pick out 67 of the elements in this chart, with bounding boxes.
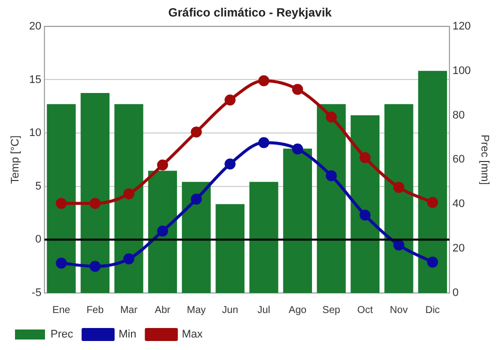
bar [418, 70, 447, 293]
y-tick-label: 5 [35, 180, 42, 192]
point [123, 188, 134, 200]
bar [46, 104, 76, 293]
point [56, 198, 67, 209]
y2-tick-label: 0 [452, 287, 459, 300]
y2-tick-label: 40 [452, 198, 465, 210]
y2-tick-label: 120 [452, 20, 471, 32]
chart-title: Gráfico climático - Reykjavik [168, 6, 332, 20]
y-tick-label: 0 [35, 234, 42, 246]
point [224, 158, 236, 170]
legend-label: Max [182, 328, 204, 341]
point [258, 137, 270, 148]
point [326, 170, 337, 182]
bar [249, 182, 278, 293]
point [123, 253, 134, 264]
x-tick-label: May [186, 304, 206, 316]
point [393, 182, 404, 193]
point [360, 152, 371, 164]
y-tick-label: 20 [29, 20, 42, 32]
point [90, 198, 101, 209]
x-tick-label: Oct [357, 304, 374, 316]
point [157, 226, 168, 237]
y2-tick-label: 20 [452, 242, 465, 255]
x-tick-label: Jul [257, 304, 270, 316]
point [190, 194, 202, 205]
point [292, 84, 304, 95]
y-tick-label: 15 [29, 74, 42, 86]
x-tick-label: Ene [52, 304, 71, 316]
x-tick-label: Ago [288, 304, 307, 316]
point [393, 240, 404, 251]
point [292, 144, 304, 155]
point [157, 160, 168, 171]
y2-tick-label: 100 [452, 64, 471, 77]
x-tick-label: Sep [322, 304, 341, 316]
point [427, 196, 438, 208]
y2-tick-label: 80 [452, 109, 465, 122]
y-tick-label: -5 [32, 287, 42, 300]
point [258, 75, 270, 86]
point [56, 258, 67, 269]
point [224, 94, 236, 106]
x-tick-label: Dic [425, 304, 440, 316]
x-tick-label: Mar [120, 304, 138, 316]
legend-label: Min [118, 328, 136, 341]
y-tick-label: 10 [29, 127, 42, 140]
y2-tick-label: 60 [452, 154, 465, 166]
x-tick-label: Nov [390, 304, 408, 316]
legend-label: Prec [50, 328, 74, 341]
x-tick-label: Feb [86, 304, 104, 316]
bar [316, 104, 346, 293]
bar [148, 170, 177, 293]
point [326, 112, 337, 123]
bar [182, 182, 211, 293]
bar [114, 104, 144, 293]
point [190, 126, 202, 138]
bar [283, 148, 312, 293]
x-tick-label: Jun [222, 304, 238, 316]
point [360, 210, 371, 221]
bar [80, 93, 110, 293]
y2-axis-title: Prec [mm] [478, 134, 490, 185]
bar [216, 204, 244, 293]
bar [350, 115, 380, 293]
y-axis-title: Temp [°C] [10, 135, 22, 184]
point [427, 256, 438, 268]
bar [384, 104, 414, 293]
x-tick-label: Abr [154, 304, 172, 316]
point [90, 260, 101, 272]
